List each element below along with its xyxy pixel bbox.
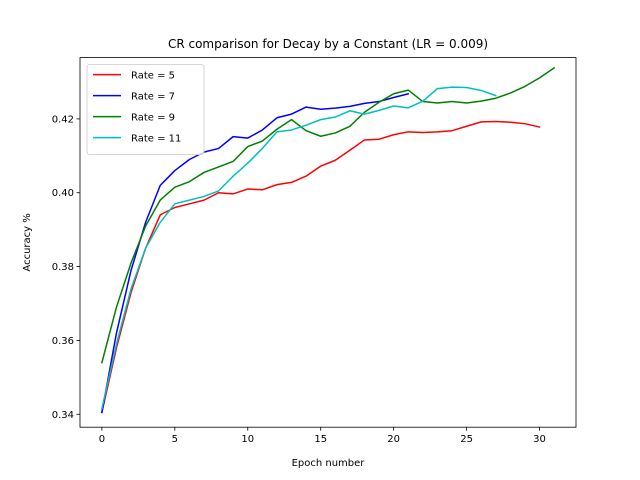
chart-title: CR comparison for Decay by a Constant (L… [168,37,488,51]
legend-label-2: Rate = 7 [131,92,175,103]
series-line-4 [100,86,497,410]
legend-label-1: Rate = 5 [131,71,175,82]
series-lines [100,66,556,414]
y-tick-label: 0.40 [52,188,74,199]
x-tick-label: 15 [314,434,327,445]
x-tick-label: 0 [99,434,105,445]
series-line-3 [100,66,556,364]
legend: Rate = 5 Rate = 7 Rate = 9 Rate = 11 [86,64,205,155]
axis-ticks: 0 5 10 15 20 25 30 0.34 0.36 0.38 0.40 0.42 [52,114,546,445]
y-tick-label: 0.38 [52,262,74,273]
y-axis-label: Accuracy % [22,213,33,271]
y-tick-label: 0.34 [52,410,74,421]
x-tick-label: 5 [172,434,178,445]
plot-frame [79,57,577,428]
legend-box [86,64,205,155]
x-tick-label: 25 [460,434,473,445]
y-tick-label: 0.42 [52,114,74,125]
legend-label-3: Rate = 9 [131,113,175,124]
x-tick-label: 30 [533,434,546,445]
x-tick-label: 10 [241,434,254,445]
series-line-1 [100,120,541,414]
series-line-2 [101,92,410,414]
legend-label-4: Rate = 11 [131,134,181,145]
x-tick-label: 20 [387,434,400,445]
y-tick-label: 0.36 [52,336,74,347]
x-axis-label: Epoch number [292,458,366,469]
